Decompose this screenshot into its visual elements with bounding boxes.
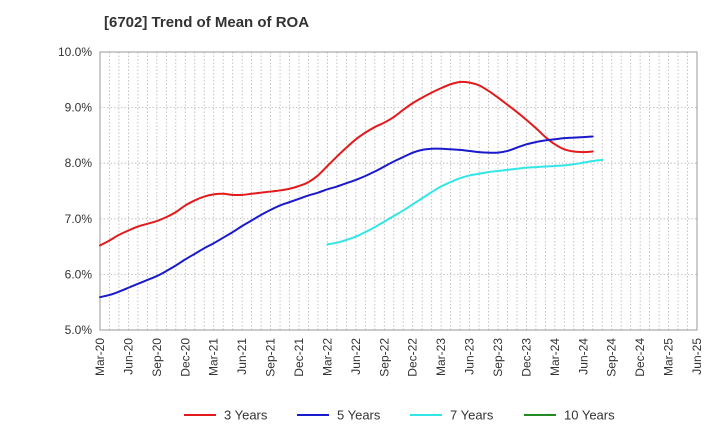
x-tick-label: Jun-25 xyxy=(690,338,704,375)
x-tick-label: Mar-20 xyxy=(93,338,107,376)
y-tick-label: 5.0% xyxy=(65,323,93,337)
x-tick-label: Jun-24 xyxy=(576,338,590,375)
x-tick-label: Mar-23 xyxy=(434,338,448,376)
y-tick-label: 7.0% xyxy=(65,212,93,226)
x-tick-label: Mar-25 xyxy=(662,338,676,376)
series-line-5-years xyxy=(99,135,594,299)
legend-label-5-years: 5 Years xyxy=(337,408,381,423)
x-tick-layer: Mar-20 Jun-20 Sep-20 Dec-20 Mar-21 Jun-21 Sep-… xyxy=(93,338,704,377)
x-tick-label: Mar-22 xyxy=(320,338,334,376)
legend: 3 Years 5 Years 7 Years 10 Years xyxy=(184,408,615,423)
y-tick-layer: 5.0% 6.0% 7.0% 8.0% 9.0% 10.0% xyxy=(58,45,92,337)
plot-border xyxy=(99,51,698,331)
x-tick-label: Jun-22 xyxy=(349,338,363,375)
chart-title: [6702] Trend of Mean of ROA xyxy=(104,14,310,31)
legend-label-10-years: 10 Years xyxy=(564,408,615,423)
x-tick-label: Dec-21 xyxy=(292,338,306,377)
x-tick-label: Jun-23 xyxy=(463,338,477,375)
grid-layer xyxy=(100,52,697,330)
series-line-3-years xyxy=(99,80,594,247)
y-tick-label: 9.0% xyxy=(65,101,93,115)
x-tick-label: Jun-21 xyxy=(235,338,249,375)
x-tick-label: Dec-24 xyxy=(633,338,647,377)
x-tick-label: Dec-20 xyxy=(178,338,192,377)
y-tick-label: 6.0% xyxy=(65,267,93,281)
y-tick-label: 10.0% xyxy=(58,45,92,59)
x-tick-label: Jun-20 xyxy=(121,338,135,375)
x-tick-label: Sep-21 xyxy=(264,338,278,377)
x-tick-label: Sep-24 xyxy=(605,338,619,377)
legend-label-3-years: 3 Years xyxy=(224,408,268,423)
x-tick-label: Mar-21 xyxy=(207,338,221,376)
x-tick-label: Mar-24 xyxy=(548,338,562,376)
series-line-7-years xyxy=(326,158,604,246)
x-tick-label: Dec-22 xyxy=(406,338,420,377)
x-tick-label: Dec-23 xyxy=(519,338,533,377)
x-tick-label: Sep-22 xyxy=(377,338,391,377)
series-layer xyxy=(99,80,604,299)
x-tick-label: Sep-23 xyxy=(491,338,505,377)
y-tick-label: 8.0% xyxy=(65,156,93,170)
legend-label-7-years: 7 Years xyxy=(450,408,494,423)
x-tick-label: Sep-20 xyxy=(150,338,164,377)
